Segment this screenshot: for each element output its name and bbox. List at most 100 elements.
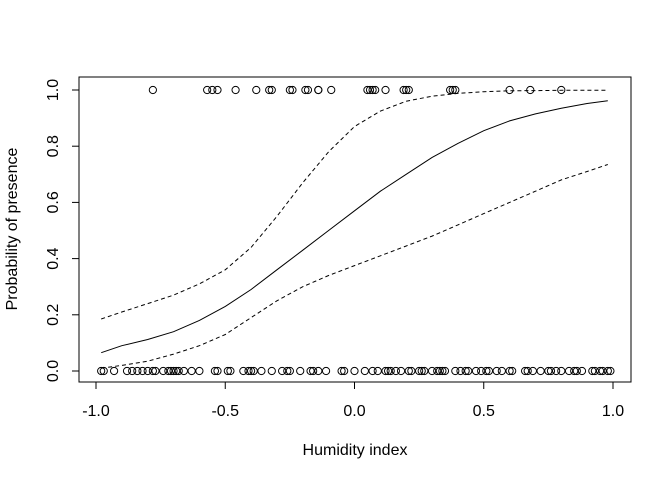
absence-point bbox=[588, 366, 597, 376]
presence-point bbox=[285, 85, 294, 95]
absence-point bbox=[415, 366, 424, 376]
absence-point bbox=[128, 366, 137, 376]
absence-point bbox=[552, 366, 561, 376]
absence-point bbox=[99, 366, 108, 376]
presence-point bbox=[448, 85, 457, 95]
absence-point bbox=[226, 366, 235, 376]
presence-point bbox=[399, 85, 408, 95]
absence-point bbox=[321, 366, 331, 376]
absence-point bbox=[174, 366, 183, 376]
absence-point bbox=[451, 366, 460, 376]
absence-point bbox=[471, 366, 481, 376]
absence-point bbox=[151, 366, 160, 376]
presence-point bbox=[557, 85, 566, 95]
absence-point bbox=[544, 366, 553, 376]
absence-point bbox=[557, 366, 566, 376]
presence-point bbox=[288, 85, 297, 95]
absence-point bbox=[420, 366, 429, 376]
absence-point bbox=[213, 366, 222, 376]
absence-point bbox=[350, 366, 359, 376]
presence-point bbox=[365, 85, 375, 95]
absence-point bbox=[337, 366, 346, 376]
absence-point bbox=[148, 366, 157, 376]
y-tick-label: 0.8 bbox=[45, 135, 62, 157]
presence-point bbox=[208, 85, 217, 95]
presence-point bbox=[451, 85, 460, 95]
presence-point bbox=[368, 85, 377, 95]
y-tick-label: 0.2 bbox=[45, 304, 62, 326]
absence-point bbox=[523, 366, 532, 376]
plot-area-frame bbox=[78, 76, 632, 383]
presence-point bbox=[381, 85, 390, 95]
absence-point bbox=[477, 366, 486, 376]
absence-point bbox=[244, 366, 253, 376]
absence-point bbox=[309, 366, 318, 376]
absence-point bbox=[528, 366, 537, 376]
y-axis-label: Probability of presence bbox=[4, 148, 21, 311]
absence-point bbox=[249, 366, 258, 376]
presence-point bbox=[203, 85, 212, 95]
absence-point bbox=[484, 366, 494, 376]
y-tick-label: 1.0 bbox=[45, 79, 62, 101]
absence-point bbox=[306, 366, 315, 376]
absence-point bbox=[577, 366, 587, 376]
absence-point bbox=[360, 366, 369, 376]
absence-point bbox=[187, 366, 196, 376]
x-axis-label: Humidity index bbox=[303, 442, 408, 459]
absence-point bbox=[417, 366, 426, 376]
absence-point bbox=[546, 366, 556, 376]
absence-point bbox=[384, 366, 393, 376]
presence-point bbox=[446, 85, 455, 95]
fitted-probability-line bbox=[101, 100, 608, 354]
absence-point bbox=[590, 366, 600, 376]
absence-point bbox=[164, 366, 173, 376]
absence-point bbox=[340, 366, 349, 376]
presence-point bbox=[363, 85, 372, 95]
presence-point bbox=[213, 85, 222, 95]
confidence-band-line bbox=[101, 164, 608, 369]
x-tick-label: 0.5 bbox=[473, 403, 495, 420]
x-tick-label: 0.0 bbox=[343, 403, 365, 420]
absence-point bbox=[396, 366, 406, 376]
absence-point bbox=[159, 366, 168, 376]
absence-point bbox=[456, 366, 465, 376]
presence-point bbox=[402, 85, 411, 95]
absence-point bbox=[179, 366, 188, 376]
presence-point bbox=[505, 85, 514, 95]
fitted-curves bbox=[101, 89, 608, 369]
absence-point bbox=[223, 366, 232, 376]
absence-point bbox=[166, 366, 176, 376]
y-tick-label: 0.4 bbox=[45, 247, 62, 269]
absence-point bbox=[368, 366, 377, 376]
presence-point bbox=[327, 85, 336, 95]
confidence-band-line bbox=[101, 89, 608, 320]
absence-point bbox=[257, 366, 266, 376]
absence-point bbox=[109, 366, 119, 376]
absence-point bbox=[386, 366, 395, 376]
x-axis: -1.0 -0.5 0.0 0.5 1.0 bbox=[82, 381, 624, 420]
absence-point bbox=[570, 366, 579, 376]
absence-point bbox=[195, 366, 204, 376]
absence-point bbox=[169, 366, 178, 376]
absence-point bbox=[239, 366, 248, 376]
absence-point bbox=[427, 366, 437, 376]
presence-point bbox=[303, 85, 313, 95]
x-tick-label: 1.0 bbox=[602, 403, 624, 420]
absence-point bbox=[440, 366, 450, 376]
y-tick-label: 0.0 bbox=[45, 360, 62, 382]
absence-point bbox=[210, 366, 220, 376]
absence-point bbox=[603, 366, 612, 376]
absence-point bbox=[606, 366, 615, 376]
absence-point bbox=[247, 366, 256, 376]
absence-point bbox=[497, 366, 506, 376]
absence-point bbox=[278, 366, 287, 376]
absence-point bbox=[536, 366, 545, 376]
y-tick-label: 0.6 bbox=[45, 191, 62, 213]
absence-point bbox=[97, 366, 106, 376]
absence-point bbox=[285, 366, 294, 376]
absence-point bbox=[505, 366, 514, 376]
presence-point bbox=[404, 85, 413, 95]
absence-point bbox=[435, 366, 444, 376]
absence-point bbox=[508, 366, 517, 376]
